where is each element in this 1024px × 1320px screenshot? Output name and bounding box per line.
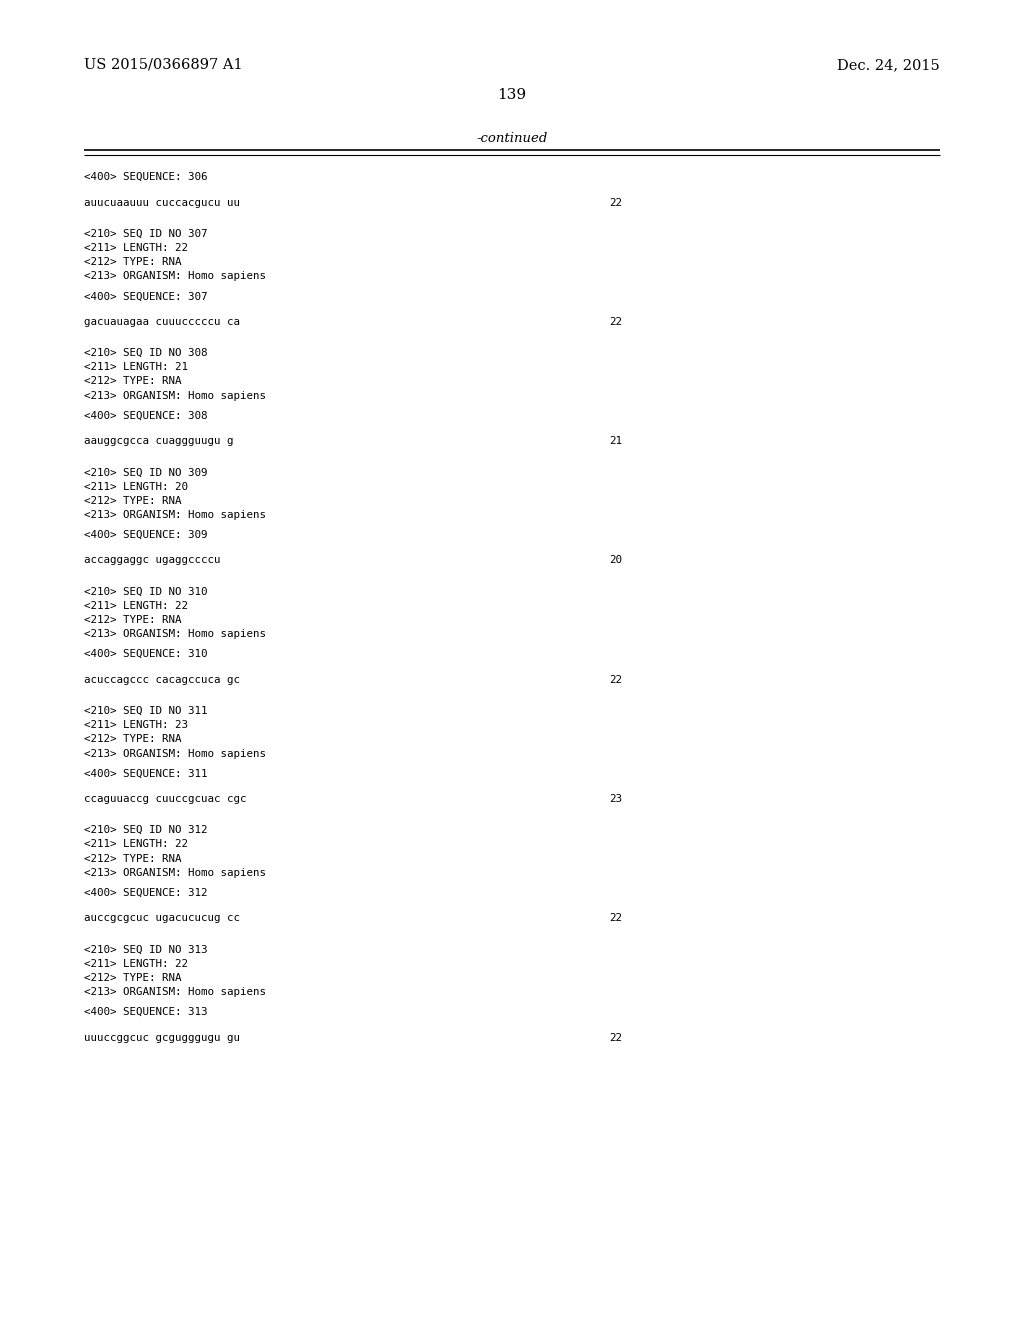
Text: aauggcgcca cuaggguugu g: aauggcgcca cuaggguugu g	[84, 436, 233, 446]
Text: 22: 22	[609, 913, 623, 923]
Text: <211> LENGTH: 22: <211> LENGTH: 22	[84, 958, 188, 969]
Text: <400> SEQUENCE: 306: <400> SEQUENCE: 306	[84, 172, 208, 182]
Text: <400> SEQUENCE: 311: <400> SEQUENCE: 311	[84, 768, 208, 779]
Text: <213> ORGANISM: Homo sapiens: <213> ORGANISM: Homo sapiens	[84, 391, 266, 401]
Text: <210> SEQ ID NO 309: <210> SEQ ID NO 309	[84, 467, 208, 478]
Text: <213> ORGANISM: Homo sapiens: <213> ORGANISM: Homo sapiens	[84, 272, 266, 281]
Text: <213> ORGANISM: Homo sapiens: <213> ORGANISM: Homo sapiens	[84, 987, 266, 997]
Text: <211> LENGTH: 22: <211> LENGTH: 22	[84, 840, 188, 849]
Text: uuuccggcuc gcgugggugu gu: uuuccggcuc gcgugggugu gu	[84, 1032, 240, 1043]
Text: <212> TYPE: RNA: <212> TYPE: RNA	[84, 734, 181, 744]
Text: 22: 22	[609, 675, 623, 685]
Text: <213> ORGANISM: Homo sapiens: <213> ORGANISM: Homo sapiens	[84, 867, 266, 878]
Text: Dec. 24, 2015: Dec. 24, 2015	[838, 58, 940, 73]
Text: <400> SEQUENCE: 309: <400> SEQUENCE: 309	[84, 529, 208, 540]
Text: auucuaauuu cuccacgucu uu: auucuaauuu cuccacgucu uu	[84, 198, 240, 207]
Text: acuccagccc cacagccuca gc: acuccagccc cacagccuca gc	[84, 675, 240, 685]
Text: <213> ORGANISM: Homo sapiens: <213> ORGANISM: Homo sapiens	[84, 630, 266, 639]
Text: gacuauagaa cuuucccccu ca: gacuauagaa cuuucccccu ca	[84, 317, 240, 327]
Text: <400> SEQUENCE: 310: <400> SEQUENCE: 310	[84, 649, 208, 659]
Text: 20: 20	[609, 556, 623, 565]
Text: <213> ORGANISM: Homo sapiens: <213> ORGANISM: Homo sapiens	[84, 510, 266, 520]
Text: <210> SEQ ID NO 308: <210> SEQ ID NO 308	[84, 348, 208, 358]
Text: <211> LENGTH: 22: <211> LENGTH: 22	[84, 601, 188, 611]
Text: ccaguuaccg cuuccgcuac cgc: ccaguuaccg cuuccgcuac cgc	[84, 793, 247, 804]
Text: <400> SEQUENCE: 312: <400> SEQUENCE: 312	[84, 887, 208, 898]
Text: <400> SEQUENCE: 313: <400> SEQUENCE: 313	[84, 1007, 208, 1016]
Text: US 2015/0366897 A1: US 2015/0366897 A1	[84, 58, 243, 73]
Text: -continued: -continued	[476, 132, 548, 145]
Text: <210> SEQ ID NO 310: <210> SEQ ID NO 310	[84, 586, 208, 597]
Text: 22: 22	[609, 317, 623, 327]
Text: <211> LENGTH: 21: <211> LENGTH: 21	[84, 362, 188, 372]
Text: <211> LENGTH: 23: <211> LENGTH: 23	[84, 721, 188, 730]
Text: <400> SEQUENCE: 307: <400> SEQUENCE: 307	[84, 292, 208, 301]
Text: <213> ORGANISM: Homo sapiens: <213> ORGANISM: Homo sapiens	[84, 748, 266, 759]
Text: <211> LENGTH: 20: <211> LENGTH: 20	[84, 482, 188, 491]
Text: <212> TYPE: RNA: <212> TYPE: RNA	[84, 376, 181, 387]
Text: <212> TYPE: RNA: <212> TYPE: RNA	[84, 615, 181, 626]
Text: <210> SEQ ID NO 312: <210> SEQ ID NO 312	[84, 825, 208, 836]
Text: auccgcgcuc ugacucucug cc: auccgcgcuc ugacucucug cc	[84, 913, 240, 923]
Text: <212> TYPE: RNA: <212> TYPE: RNA	[84, 854, 181, 863]
Text: 21: 21	[609, 436, 623, 446]
Text: 139: 139	[498, 88, 526, 102]
Text: accaggaggc ugaggccccu: accaggaggc ugaggccccu	[84, 556, 220, 565]
Text: <210> SEQ ID NO 307: <210> SEQ ID NO 307	[84, 228, 208, 239]
Text: <211> LENGTH: 22: <211> LENGTH: 22	[84, 243, 188, 253]
Text: <212> TYPE: RNA: <212> TYPE: RNA	[84, 257, 181, 267]
Text: <212> TYPE: RNA: <212> TYPE: RNA	[84, 496, 181, 506]
Text: 22: 22	[609, 198, 623, 207]
Text: <400> SEQUENCE: 308: <400> SEQUENCE: 308	[84, 411, 208, 421]
Text: <210> SEQ ID NO 311: <210> SEQ ID NO 311	[84, 706, 208, 715]
Text: <212> TYPE: RNA: <212> TYPE: RNA	[84, 973, 181, 983]
Text: 22: 22	[609, 1032, 623, 1043]
Text: <210> SEQ ID NO 313: <210> SEQ ID NO 313	[84, 945, 208, 954]
Text: 23: 23	[609, 793, 623, 804]
